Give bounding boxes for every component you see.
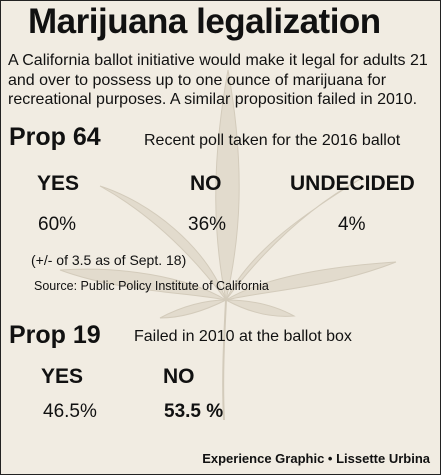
- prop64-label: Prop 64: [9, 123, 101, 151]
- prop64-value-yes: 60%: [38, 214, 77, 235]
- prop19-value-yes: 46.5%: [43, 401, 97, 422]
- prop19-header-no: NO: [163, 365, 195, 388]
- prop19-label: Prop 19: [9, 321, 101, 349]
- prop19-description: Failed in 2010 at the ballot box: [134, 328, 352, 345]
- prop64-value-no: 36%: [188, 214, 227, 235]
- prop64-header-undecided: UNDECIDED: [290, 172, 415, 195]
- margin-of-error-note: (+/- of 3.5 as of Sept. 18): [31, 252, 187, 268]
- prop64-value-undecided: 4%: [338, 214, 366, 235]
- prop64-header-no: NO: [190, 172, 222, 195]
- page-title: Marijuana legalization: [28, 2, 381, 41]
- source-note: Source: Public Policy Institute of Calif…: [34, 279, 269, 293]
- graphic-credit: Experience Graphic • Lissette Urbina: [202, 451, 430, 466]
- prop64-header-yes: YES: [37, 172, 80, 195]
- intro-text: A California ballot initiative would mak…: [8, 52, 428, 108]
- prop19-value-no: 53.5 %: [164, 401, 224, 422]
- prop64-description: Recent poll taken for the 2016 ballot: [144, 132, 401, 149]
- prop19-header-yes: YES: [41, 365, 84, 388]
